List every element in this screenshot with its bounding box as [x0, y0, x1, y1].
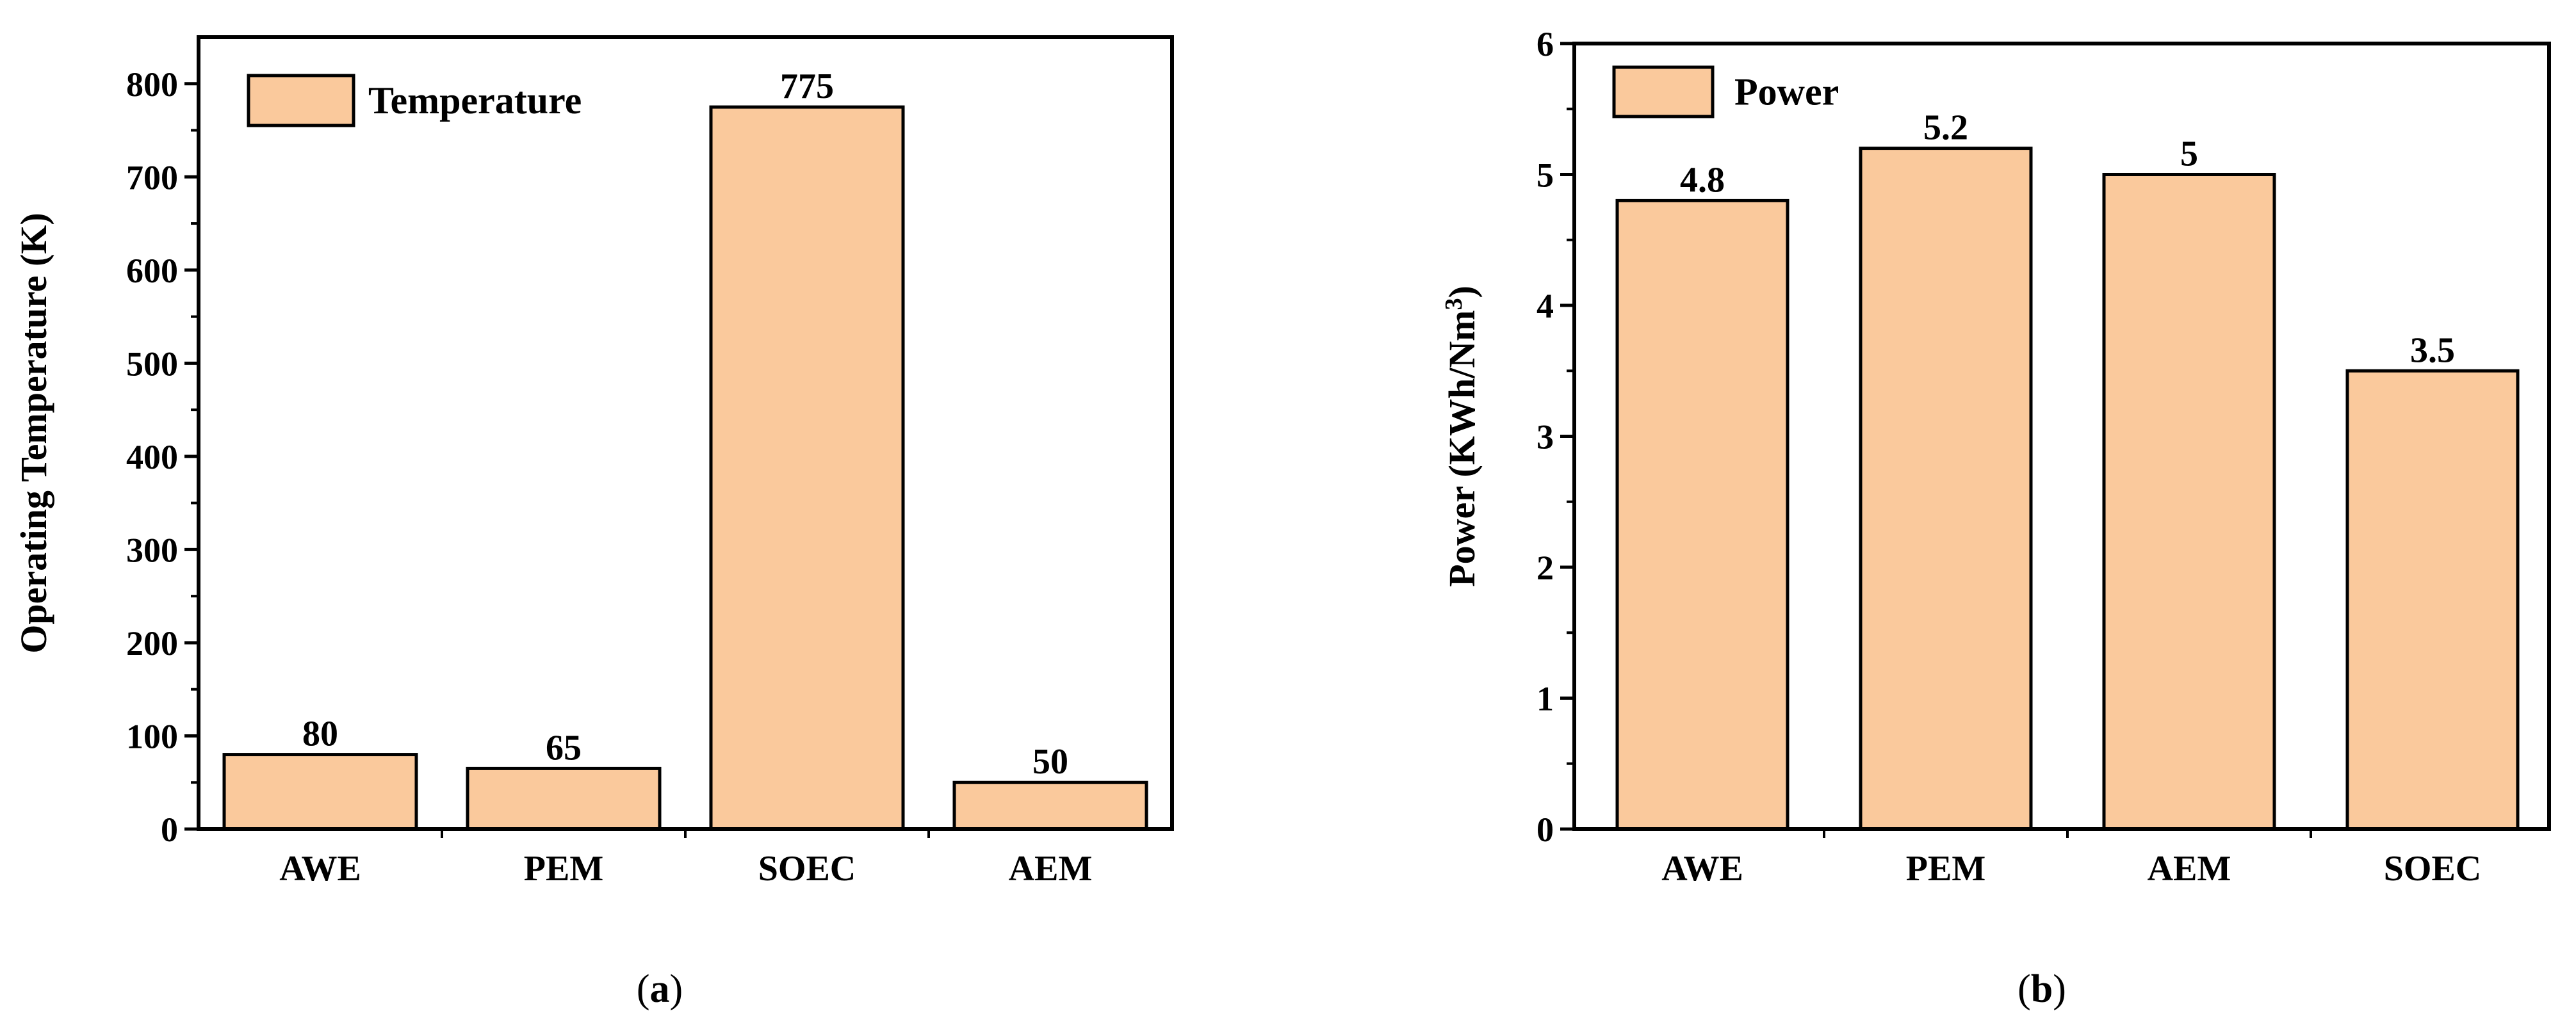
- chart-a-legend-label: Temperature: [368, 79, 582, 122]
- chart-a-y-tick-label: 400: [126, 438, 178, 476]
- chart-b-bar-soec: [2345, 369, 2520, 831]
- chart-a-x-tick-label: AWE: [279, 849, 361, 889]
- chart-a-y-tick-label: 300: [126, 531, 178, 569]
- chart-a-y-tick-label: 200: [126, 624, 178, 663]
- chart-a-y-axis-label-text: Operating Temperature (K): [13, 213, 54, 653]
- chart-b-y-axis-label-suffix: ): [1441, 286, 1483, 298]
- chart-a-y-tick-label: 100: [126, 717, 178, 755]
- chart-b-x-tick-label: AEM: [2148, 849, 2231, 889]
- chart-b-data-label: 3.5: [2410, 330, 2455, 370]
- chart-a-y-tick-label: 600: [126, 252, 178, 290]
- panel-caption-b-letter: b: [2031, 967, 2053, 1011]
- chart-b-legend-label: Power: [1734, 71, 1839, 113]
- chart-b-y-tick-label: 2: [1537, 549, 1554, 587]
- chart-b-x-tick-label: AWE: [1661, 849, 1743, 889]
- chart-b-y-tick-label: 0: [1537, 810, 1554, 849]
- chart-a-x-tick-label: SOEC: [758, 849, 856, 889]
- chart-b-y-axis-label-text: Power (KWh/Nm: [1441, 310, 1483, 587]
- chart-a-x-tick-label: AEM: [1009, 849, 1093, 889]
- chart-b-x-tick-label: PEM: [1906, 849, 1985, 889]
- chart-a-bar-pem: [466, 766, 662, 831]
- chart-b-data-label: 5: [2180, 134, 2198, 174]
- chart-a-bar-awe: [222, 753, 418, 831]
- chart-b-y-tick-label: 1: [1537, 680, 1554, 718]
- panel-caption-a: (a): [637, 967, 683, 1011]
- chart-b-y-axis-label: Power (KWh/Nm3): [1440, 286, 1483, 587]
- chart-b-bar-aem: [2102, 173, 2276, 831]
- chart-a-y-tick-label: 500: [126, 344, 178, 383]
- chart-a-data-label: 50: [1032, 742, 1068, 782]
- chart-panel-b: 4.8 5.2 5 3.5 0 1 2 3 4 5 6 AWE PEM AEM SOEC Power (KWh…: [1440, 25, 2551, 889]
- chart-a-axes-frame: [197, 35, 1174, 831]
- chart-b-legend-swatch: [1612, 65, 1715, 118]
- chart-a-y-axis-label: Operating Temperature (K): [13, 213, 54, 653]
- chart-b-data-label: 5.2: [1923, 108, 1968, 148]
- panel-caption-a-letter: a: [650, 967, 670, 1011]
- chart-b-bar-pem: [1859, 147, 2033, 831]
- chart-b-bar-awe: [1615, 198, 1789, 831]
- chart-b-y-tick-label: 5: [1537, 156, 1554, 195]
- chart-a-x-tick-label: PEM: [524, 849, 603, 889]
- panel-caption-b: (b): [2018, 967, 2066, 1011]
- chart-a-y-tick-label: 0: [161, 810, 178, 849]
- chart-a-bar-soec: [709, 105, 905, 831]
- chart-a-data-label: 80: [302, 714, 338, 754]
- chart-b-x-tick-label: SOEC: [2384, 849, 2482, 889]
- chart-b-data-label: 4.8: [1680, 160, 1725, 200]
- chart-a-data-label: 65: [546, 728, 582, 768]
- chart-b-y-axis-label-superscript: 3: [1440, 298, 1467, 310]
- chart-a-y-tick-label: 800: [126, 65, 178, 104]
- chart-b-y-tick-label: 6: [1537, 25, 1554, 63]
- chart-a-bar-aem: [952, 780, 1148, 831]
- chart-b-y-tick-label: 4: [1537, 287, 1554, 325]
- chart-a-y-tick-label: 700: [126, 158, 178, 197]
- chart-a-data-label: 775: [780, 67, 834, 106]
- chart-b-y-tick-label: 3: [1537, 418, 1554, 456]
- chart-a-legend-swatch: [247, 74, 355, 127]
